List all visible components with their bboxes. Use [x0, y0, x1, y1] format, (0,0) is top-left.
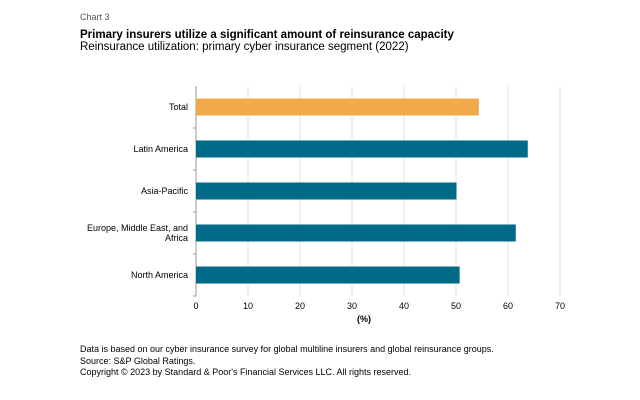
- footnote-data: Data is based on our cyber insurance sur…: [80, 344, 494, 354]
- bar-latin-america: [196, 140, 528, 158]
- chart-title: Primary insurers utilize a significant a…: [80, 29, 454, 41]
- bar-europe-middle-east-and-africa: [196, 224, 516, 242]
- x-tick-label: 50: [451, 301, 461, 311]
- category-label: North America: [131, 270, 188, 280]
- footnote-copyright: Copyright © 2023 by Standard & Poor's Fi…: [80, 367, 412, 377]
- category-label: Total: [169, 102, 188, 112]
- category-label: Asia-Pacific: [141, 186, 189, 196]
- footnotes: Data is based on our cyber insurance sur…: [80, 344, 494, 379]
- x-tick-label: 60: [503, 301, 513, 311]
- x-tick-label: 0: [193, 301, 198, 311]
- x-tick-label: 40: [399, 301, 409, 311]
- x-axis-label: (%): [357, 314, 371, 324]
- chart-label: Chart 3: [80, 12, 110, 22]
- category-label: Latin America: [133, 144, 188, 154]
- bar-north-america: [196, 266, 460, 284]
- x-tick-label: 10: [243, 301, 253, 311]
- x-tick-label: 30: [347, 301, 357, 311]
- footnote-source: Source: S&P Global Ratings.: [80, 355, 196, 366]
- bar-asia-pacific: [196, 182, 457, 200]
- x-tick-label: 70: [555, 301, 565, 311]
- category-label: Europe, Middle East, and Africa: [87, 223, 188, 243]
- x-tick-label: 20: [295, 301, 305, 311]
- chart-subtitle: Reinsurance utilization: primary cyber i…: [80, 41, 409, 53]
- bar-total: [196, 98, 479, 116]
